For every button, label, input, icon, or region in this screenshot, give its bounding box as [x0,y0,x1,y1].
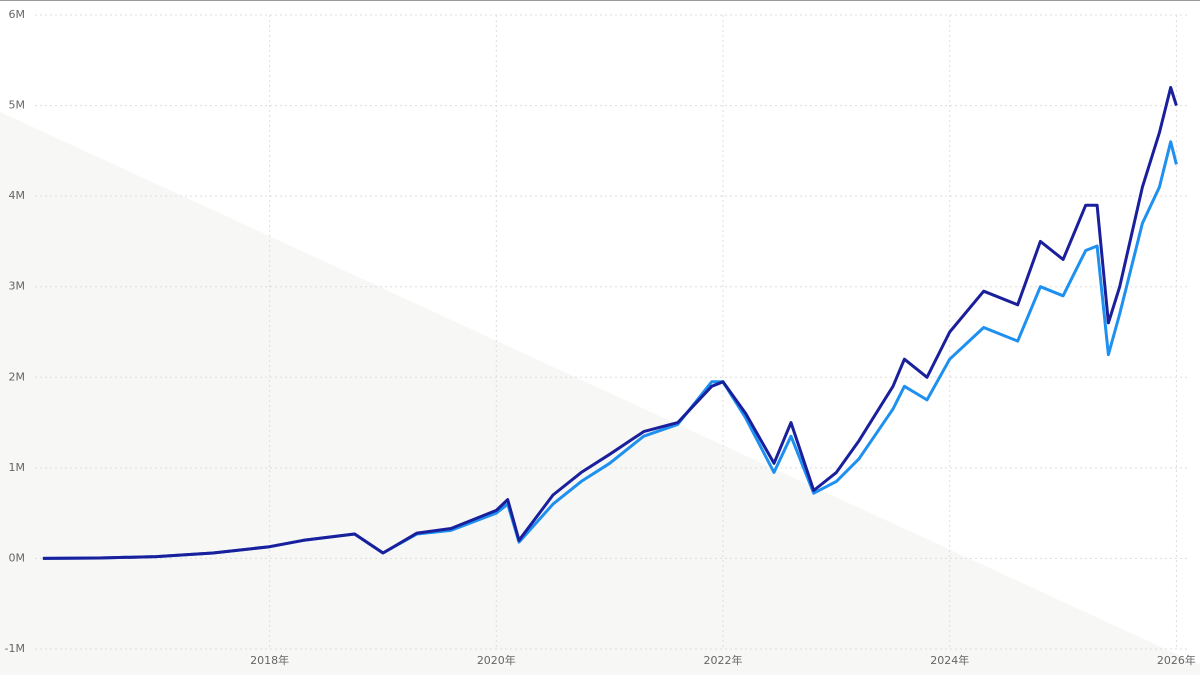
lines [42,86,1178,560]
y-tick-label: 2M [9,370,26,383]
x-tick-label: 2018年 [250,653,289,667]
y-tick-label: 1M [9,461,26,474]
background-shape [0,112,1200,675]
x-tick-label: 2022年 [704,653,743,667]
x-tick-label: 2020年 [477,653,516,667]
x-tick-label: 2026年 [1157,653,1196,667]
y-tick-label: 3M [9,280,26,293]
series-line [42,86,1178,560]
y-tick-label: 4M [9,189,26,202]
y-tick-label: 5M [9,99,26,112]
y-tick-label: -1M [5,642,25,655]
y-tick-label: 6M [9,8,26,21]
x-tick-label: 2024年 [930,653,969,667]
y-tick-label: 0M [9,551,26,564]
